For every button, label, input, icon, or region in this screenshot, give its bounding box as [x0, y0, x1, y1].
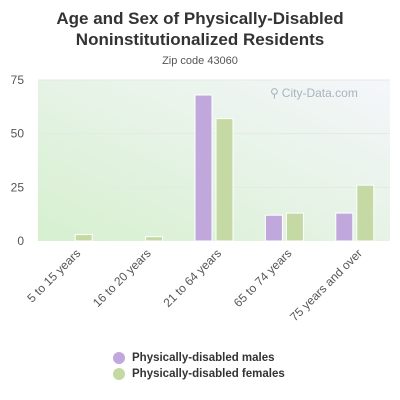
legend-swatch-females — [113, 368, 125, 380]
legend-item-males: Physically-disabled males — [113, 350, 285, 366]
chart-title-line-2: Noninstitutionalized Residents — [75, 30, 325, 49]
watermark-text: City-Data.com — [281, 86, 358, 100]
x-tick-label: 75 years and over — [287, 246, 365, 324]
bar-males — [194, 94, 213, 242]
y-tick-label: 25 — [11, 180, 25, 194]
chart-subtitle: Zip code 43060 — [162, 55, 238, 67]
bar-males — [335, 212, 354, 242]
legend-swatch-males — [113, 352, 125, 364]
bar-females — [145, 236, 164, 242]
x-tick-label: 5 to 15 years — [24, 246, 83, 305]
bar-males — [264, 214, 283, 242]
legend-label-females: Physically-disabled females — [132, 368, 285, 380]
chart-title: Age and Sex of Physically-Disabled Nonin… — [0, 8, 400, 50]
y-tick-label: 50 — [11, 127, 25, 141]
legend-label-males: Physically-disabled males — [132, 352, 275, 364]
legend-item-females: Physically-disabled females — [113, 366, 285, 382]
x-tick-label: 65 to 74 years — [231, 246, 295, 310]
watermark: ⚲ City-Data.com — [270, 86, 358, 100]
plot-area — [38, 80, 390, 241]
chart-title-line-1: Age and Sex of Physically-Disabled — [56, 9, 344, 28]
y-tick-label: 0 — [17, 234, 24, 248]
search-icon: ⚲ — [270, 86, 279, 100]
bar-females — [285, 212, 304, 242]
legend: Physically-disabled males Physically-dis… — [113, 350, 285, 382]
x-tick-label: 21 to 64 years — [160, 246, 224, 310]
y-tick-label: 75 — [11, 73, 25, 87]
bar-females — [74, 234, 93, 242]
bar-females — [356, 184, 375, 242]
x-tick-label: 16 to 20 years — [90, 246, 154, 310]
bar-females — [215, 118, 234, 242]
